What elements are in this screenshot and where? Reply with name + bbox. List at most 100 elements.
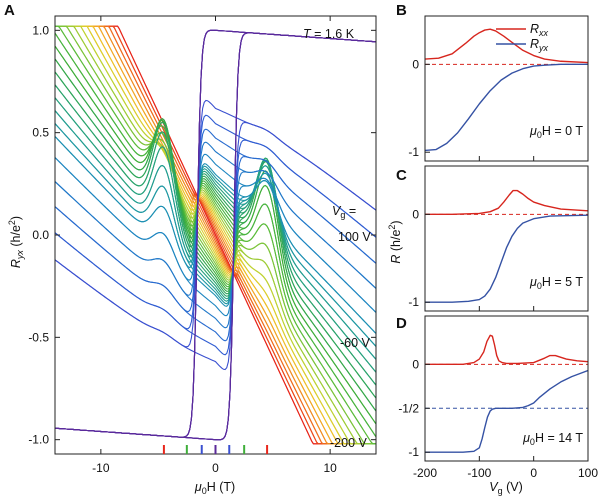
panel-a-ytick-label: 0.0	[32, 228, 49, 242]
panel-b-legend: Rxx Ryx	[496, 22, 549, 53]
legend-rxx-sub: xx	[538, 28, 549, 38]
panel-d-xlabel-sub: g	[498, 486, 503, 496]
panel-c-field-label: μ0H = 5 T	[529, 275, 583, 291]
hall-curve	[55, 58, 376, 412]
xtick-label: 100	[578, 466, 598, 480]
panel-a-xlabel-rest: H (T)	[207, 480, 235, 494]
panel-a-xtick-label: 0	[212, 461, 219, 475]
panel-c-ylabel: R (h/e2)	[387, 220, 403, 263]
hall-curve	[55, 25, 376, 445]
hall-curve	[55, 123, 376, 347]
panel-b-axes: 0 -1	[408, 57, 589, 161]
ytick-label: -1	[408, 445, 419, 459]
ytick-label: 0	[412, 207, 419, 221]
hall-curve	[55, 32, 376, 441]
panel-d-xlabel-symbol: V	[489, 480, 499, 494]
hall-curve	[55, 25, 376, 445]
panel-d-field-rest: H = 14 T	[535, 431, 583, 445]
panel-a-ylabel-close: )	[9, 216, 23, 220]
rxx-curve	[425, 334, 588, 366]
panel-d-axes: 0 -1/2 -1 -200 -100 0 100	[398, 357, 598, 480]
panel-c-field-sub: 0	[537, 281, 542, 291]
hall-curve	[55, 136, 376, 334]
panel-a-gate-markers	[162, 445, 269, 454]
rxx-curve	[425, 189, 588, 216]
panel-b-letter: B	[396, 2, 407, 19]
panel-d-curves	[425, 334, 588, 453]
panel-a-xlabel-mu: μ	[194, 480, 202, 494]
hall-curve	[55, 32, 376, 441]
hall-curve	[55, 169, 376, 329]
hall-curve	[55, 97, 376, 373]
hall-curve	[55, 25, 376, 445]
panel-d-field-mu: μ	[522, 431, 530, 445]
panel-a-ytick-label: -0.5	[28, 330, 49, 344]
temperature-label: T = 1.6 K	[303, 27, 355, 41]
panel-a-ylabel-unit: (h/e	[9, 225, 23, 250]
panel-c-letter: C	[396, 167, 407, 184]
hall-curve	[55, 25, 376, 445]
hall-curve	[55, 25, 376, 445]
panel-a-axes: 1.0 0.5 0.0 -0.5 -1.0 -10 0 10	[28, 16, 376, 475]
panel-a-xtick-label: 10	[323, 461, 337, 475]
panel-b-frame	[424, 15, 589, 162]
curve-label-100v: 100 V	[338, 230, 371, 244]
panel-b-curves	[425, 28, 588, 152]
panel-a-ylabel-symbol: R	[9, 259, 23, 268]
hall-curve	[55, 29, 376, 438]
panel-b-field-label: μ0H = 0 T	[529, 124, 583, 140]
panel-d-field-label: μ0H = 14 T	[522, 431, 583, 447]
curve-label-minus200v: -200 V	[330, 436, 367, 450]
panel-a-ytick-label: -1.0	[28, 433, 49, 447]
panel-a-xlabel-sub: 0	[202, 486, 207, 496]
hall-curve	[55, 157, 376, 317]
panel-b-field-mu: μ	[529, 124, 537, 138]
hall-curve	[55, 25, 376, 445]
panel-c-ylabel-sup: 2	[387, 225, 397, 230]
ryx-curve	[425, 214, 588, 303]
panel-c-ylabel-close: )	[389, 220, 403, 224]
hall-curve	[55, 156, 376, 342]
hall-curve	[55, 84, 376, 386]
panel-c-ylabel-unit: (h/e	[389, 230, 403, 255]
panel-d: D 0-1/2-1-200 -100 0 100 μ0H = 14 T Vg (V)	[396, 315, 598, 496]
legend-rxx-symbol: R	[530, 22, 539, 36]
panel-c-axes: 0 -1	[408, 207, 589, 311]
ytick-label: 0	[412, 57, 419, 71]
hall-curve	[55, 25, 376, 445]
ytick-label: 0	[412, 357, 419, 371]
ytick-label: -1	[408, 145, 419, 159]
vg-equals: =	[345, 204, 356, 218]
panel-c-field-rest: H = 5 T	[542, 275, 583, 289]
panel-a-letter: A	[4, 2, 15, 19]
hall-curve	[55, 32, 376, 441]
hall-curve	[55, 29, 376, 438]
legend-ryx-sub: yx	[538, 43, 549, 53]
legend-ryx-label: Ryx	[530, 37, 549, 53]
ytick-label: -1/2	[398, 401, 419, 415]
hall-curve	[55, 29, 376, 438]
hall-curve	[55, 32, 376, 441]
xtick-label: -200	[413, 466, 437, 480]
hall-curve	[55, 110, 376, 360]
panel-d-xlabel: Vg (V)	[489, 480, 523, 496]
temperature-symbol: T	[303, 27, 312, 41]
ryx-curve	[425, 369, 588, 453]
panel-a-xlabel: μ0H (T)	[194, 480, 235, 496]
temperature-value: = 1.6 K	[311, 27, 355, 41]
hall-curve	[55, 29, 376, 438]
panel-b-field-sub: 0	[537, 130, 542, 140]
panel-a-xtick-label: -10	[92, 461, 110, 475]
rxx-curve	[425, 28, 588, 64]
panel-c-ylabel-symbol: R	[389, 255, 403, 264]
hall-curve	[55, 25, 376, 445]
panel-b-field-rest: H = 0 T	[542, 124, 583, 138]
panel-a-ytick-label: 0.5	[32, 126, 49, 140]
panel-d-xlabel-unit: (V)	[503, 480, 523, 494]
xtick-label: 0	[530, 466, 537, 480]
hall-curve	[55, 25, 376, 445]
hall-curve	[55, 121, 376, 371]
vg-subscript: g	[340, 210, 345, 220]
legend-ryx-symbol: R	[530, 37, 539, 51]
